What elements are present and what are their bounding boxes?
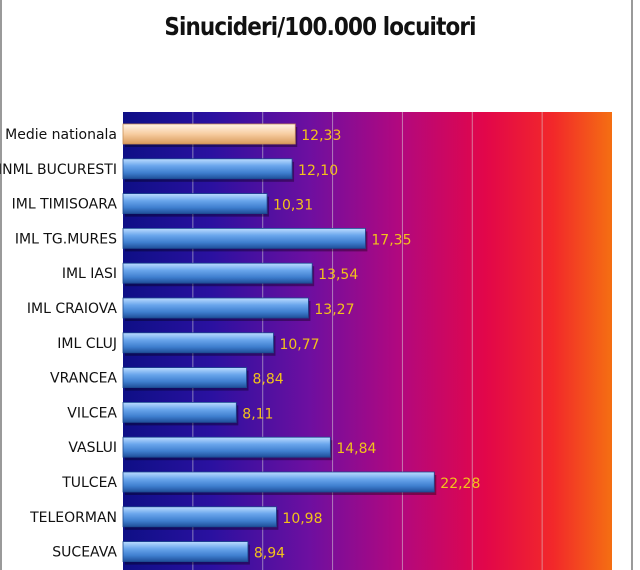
frame-right-border [631, 0, 633, 570]
category-label: VRANCEA [50, 371, 117, 387]
category-label: TELEORMAN [29, 510, 117, 526]
category-label: VASLUI [68, 440, 117, 456]
category-label: Medie nationala [5, 127, 117, 143]
value-label: 10,98 [282, 511, 322, 527]
bar [122, 367, 247, 389]
value-label: 10,31 [273, 198, 313, 214]
value-label: 13,27 [314, 302, 354, 318]
value-label: 17,35 [371, 232, 411, 248]
bar [122, 123, 296, 145]
value-label: 22,28 [440, 476, 480, 492]
frame-left-border [0, 0, 2, 570]
value-label: 12,10 [298, 163, 338, 179]
category-label: IML CLUJ [57, 336, 117, 352]
bar [122, 227, 366, 249]
value-label: 8,84 [253, 372, 284, 388]
value-label: 13,54 [318, 267, 358, 283]
labels: Medie nationala 12,33 INML BUCURESTI 12,10 I… [0, 127, 480, 562]
value-label: 14,84 [336, 441, 376, 457]
value-label: 12,33 [301, 128, 341, 144]
bar [122, 541, 249, 562]
bar [122, 193, 268, 215]
chart-title: Sinucideri/100.000 locuitori [164, 12, 476, 41]
category-label: IML TG.MURES [15, 231, 117, 247]
category-label: VILCEA [67, 405, 117, 421]
bar [122, 158, 293, 180]
category-label: IML IASI [62, 266, 117, 282]
bars [122, 123, 437, 565]
bar [122, 262, 313, 284]
value-label: 10,77 [279, 337, 319, 353]
bar [122, 332, 274, 354]
category-label: SUCEAVA [52, 545, 117, 561]
category-label: TULCEA [61, 475, 117, 491]
bar [122, 401, 237, 423]
bar [122, 436, 331, 458]
bar [122, 471, 435, 493]
category-label: INML BUCURESTI [0, 162, 117, 178]
bar [122, 506, 277, 528]
value-label: 8,11 [242, 406, 273, 422]
value-label: 8,94 [254, 546, 285, 562]
bar [122, 297, 309, 319]
gridlines [192, 112, 543, 570]
category-label: IML CRAIOVA [27, 301, 118, 317]
category-label: IML TIMISOARA [12, 197, 118, 213]
